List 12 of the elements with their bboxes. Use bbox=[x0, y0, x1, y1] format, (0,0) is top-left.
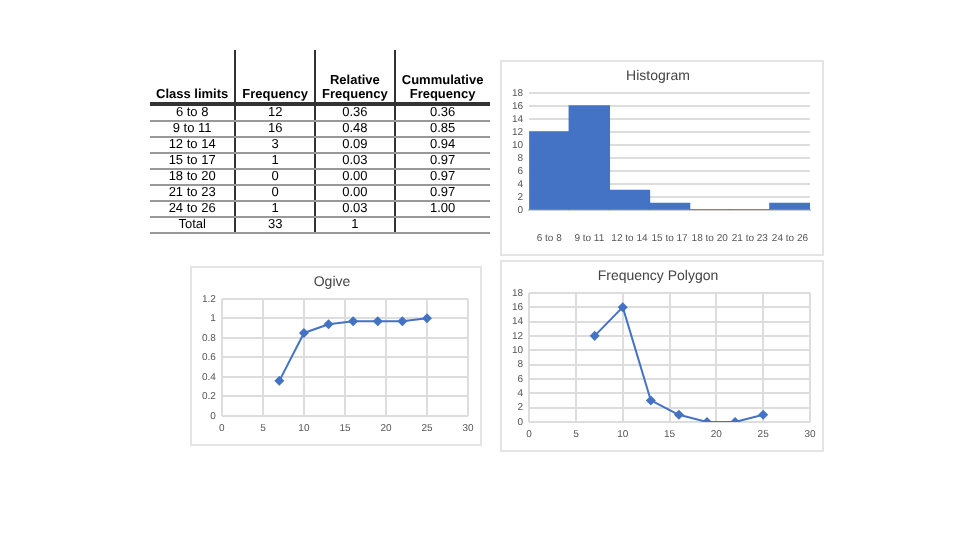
point bbox=[274, 376, 284, 386]
point bbox=[646, 395, 656, 406]
point bbox=[299, 328, 309, 338]
point bbox=[348, 316, 358, 326]
point bbox=[674, 410, 684, 420]
point bbox=[397, 316, 407, 326]
point bbox=[618, 302, 628, 312]
point bbox=[758, 410, 768, 420]
point bbox=[590, 331, 600, 341]
point bbox=[373, 316, 383, 326]
point bbox=[422, 313, 432, 323]
point bbox=[323, 319, 334, 329]
